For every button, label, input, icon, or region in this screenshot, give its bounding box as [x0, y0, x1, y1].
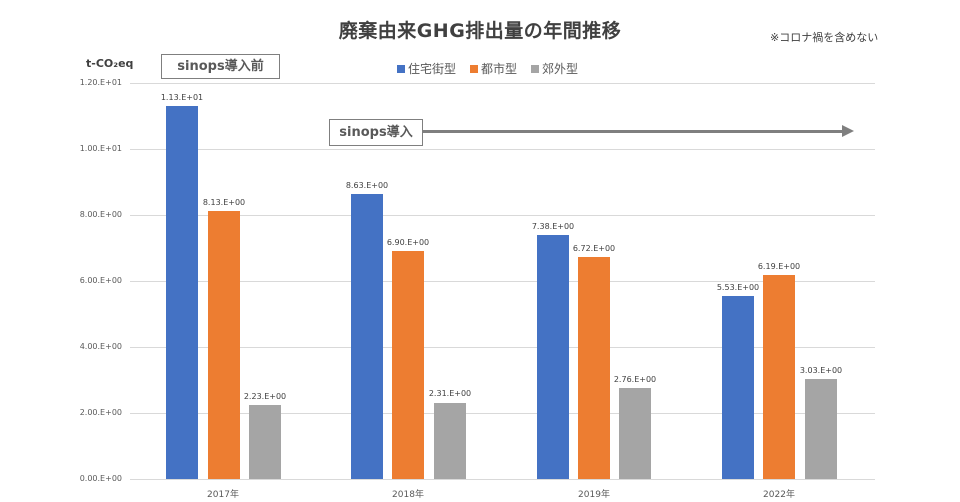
- data-label: 7.38.E+00: [531, 222, 575, 231]
- y-axis-unit-label: t-CO₂eq: [86, 57, 134, 70]
- data-label: 2.23.E+00: [243, 392, 287, 401]
- bar-suburban-2019: [619, 388, 651, 479]
- data-label: 2.76.E+00: [613, 375, 657, 384]
- y-tick-label: 4.00.E+00: [79, 342, 122, 351]
- y-tick-label: 1.00.E+01: [79, 144, 122, 153]
- arrow-right-icon: [842, 125, 854, 137]
- legend-swatch-suburban: [531, 64, 540, 73]
- bar-residential-2018: [351, 194, 383, 479]
- data-label: 6.90.E+00: [386, 238, 430, 247]
- y-tick-label: 0.00.E+00: [79, 474, 122, 483]
- bar-urban-2022: [763, 275, 795, 479]
- gridline: [130, 479, 875, 480]
- gridline: [130, 83, 875, 84]
- gridline: [130, 413, 875, 414]
- sinops-arrow-line: [423, 130, 843, 133]
- bar-suburban-2017: [249, 405, 281, 479]
- gridline: [130, 347, 875, 348]
- y-tick-label: 2.00.E+00: [79, 408, 122, 417]
- data-label: 3.03.E+00: [799, 366, 843, 375]
- y-tick-label: 8.00.E+00: [79, 210, 122, 219]
- annotation-before-sinops: sinops導入前: [161, 54, 280, 79]
- data-label: 2.31.E+00: [428, 389, 472, 398]
- bar-urban-2018: [392, 251, 424, 479]
- bar-urban-2017: [208, 211, 240, 479]
- data-label: 5.53.E+00: [716, 283, 760, 292]
- x-tick-label: 2018年: [392, 490, 424, 500]
- chart-title: 廃棄由来GHG排出量の年間推移: [338, 20, 622, 42]
- legend-item-urban: 都市型: [470, 60, 517, 77]
- legend-swatch-urban: [470, 64, 479, 73]
- gridline: [130, 149, 875, 150]
- annotation-after-sinops: sinops導入: [329, 119, 423, 146]
- chart-note: ※コロナ禍を含めない: [770, 31, 879, 44]
- x-tick-label: 2017年: [207, 490, 239, 500]
- x-tick-label: 2019年: [578, 490, 610, 500]
- bar-residential-2022: [722, 296, 754, 479]
- chart-legend: 住宅街型 都市型 郊外型: [397, 60, 578, 77]
- data-label: 8.13.E+00: [202, 198, 246, 207]
- bar-suburban-2018: [434, 403, 466, 479]
- bar-residential-2019: [537, 235, 569, 479]
- y-tick-label: 6.00.E+00: [79, 276, 122, 285]
- bar-urban-2019: [578, 257, 610, 479]
- legend-label: 住宅街型: [408, 62, 457, 76]
- data-label: 1.13.E+01: [160, 93, 204, 102]
- bar-suburban-2022: [805, 379, 837, 479]
- data-label: 6.72.E+00: [572, 244, 616, 253]
- gridline: [130, 281, 875, 282]
- y-tick-label: 1.20.E+01: [79, 78, 122, 87]
- x-tick-label: 2022年: [763, 490, 795, 500]
- legend-label: 郊外型: [542, 62, 579, 76]
- legend-item-residential: 住宅街型: [397, 60, 456, 77]
- data-label: 8.63.E+00: [345, 181, 389, 190]
- legend-swatch-residential: [397, 64, 405, 73]
- gridline: [130, 215, 875, 216]
- bar-residential-2017: [166, 106, 198, 479]
- legend-item-suburban: 郊外型: [531, 60, 578, 77]
- data-label: 6.19.E+00: [757, 262, 801, 271]
- legend-label: 都市型: [481, 62, 518, 76]
